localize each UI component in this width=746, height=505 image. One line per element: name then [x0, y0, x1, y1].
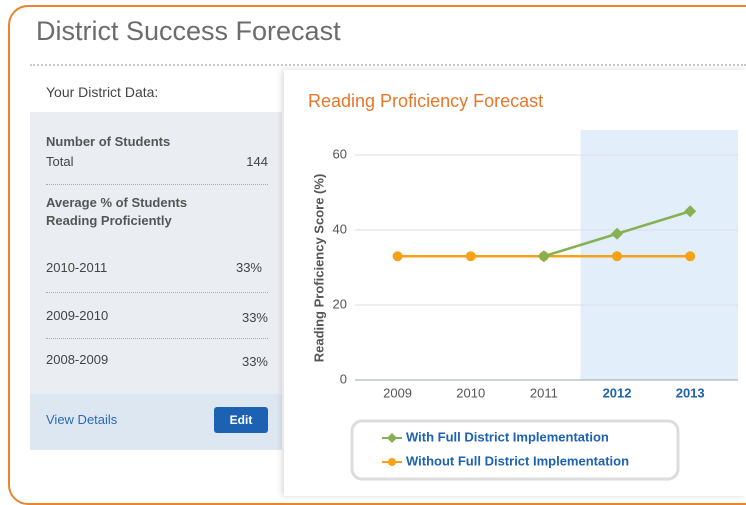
y-axis-label: Reading Proficiency Score (%) — [311, 174, 326, 363]
students-row-label: Total — [46, 154, 74, 169]
data-point — [465, 251, 476, 262]
legend-box — [350, 419, 680, 481]
row-year: 2010-2011 — [46, 260, 108, 275]
legend-marker — [388, 458, 396, 466]
separator — [46, 338, 268, 339]
view-details-link[interactable]: View Details — [46, 412, 118, 427]
x-tick-label: 2013 — [676, 385, 705, 400]
row-value: 33% — [235, 260, 262, 275]
row-year: 2008-2009 — [46, 352, 109, 367]
chart-title: Reading Proficiency Forecast — [308, 91, 543, 111]
row-value: 33% — [241, 354, 268, 369]
row-year: 2009-2010 — [46, 308, 109, 323]
separator — [46, 292, 268, 293]
x-tick-label: 2010 — [456, 385, 485, 400]
proficiency-label: Average % of Students Reading Proficient… — [46, 195, 188, 228]
students-value: 144 — [246, 154, 268, 169]
y-tick-label: 20 — [333, 296, 347, 311]
data-point — [537, 250, 550, 263]
y-tick-label: 0 — [340, 371, 347, 386]
x-tick-label: 2012 — [603, 385, 632, 400]
data-point — [611, 227, 624, 240]
data-point — [612, 251, 623, 262]
students-label: Number of Students — [46, 134, 171, 149]
row-value: 33% — [241, 310, 268, 325]
legend-label: Without Full District Implementation — [406, 453, 629, 468]
y-tick-label: 60 — [333, 146, 347, 161]
sidebar-footer: View Details Edit — [30, 394, 282, 450]
edit-button[interactable]: Edit — [214, 407, 268, 433]
data-point — [685, 251, 696, 262]
legend-label: With Full District Implementation — [406, 429, 609, 444]
x-tick-label: 2009 — [383, 385, 412, 400]
page-title: District Success Forecast — [36, 16, 341, 46]
divider — [30, 64, 746, 66]
sidebar-heading: Your District Data: — [46, 84, 159, 100]
y-tick-label: 40 — [333, 221, 347, 236]
legend-marker — [387, 433, 397, 443]
data-point — [684, 205, 697, 218]
separator — [46, 184, 268, 185]
sidebar: Number of Students Total 144 Average % o… — [30, 112, 282, 450]
data-point — [392, 251, 403, 262]
x-tick-label: 2011 — [530, 385, 558, 400]
